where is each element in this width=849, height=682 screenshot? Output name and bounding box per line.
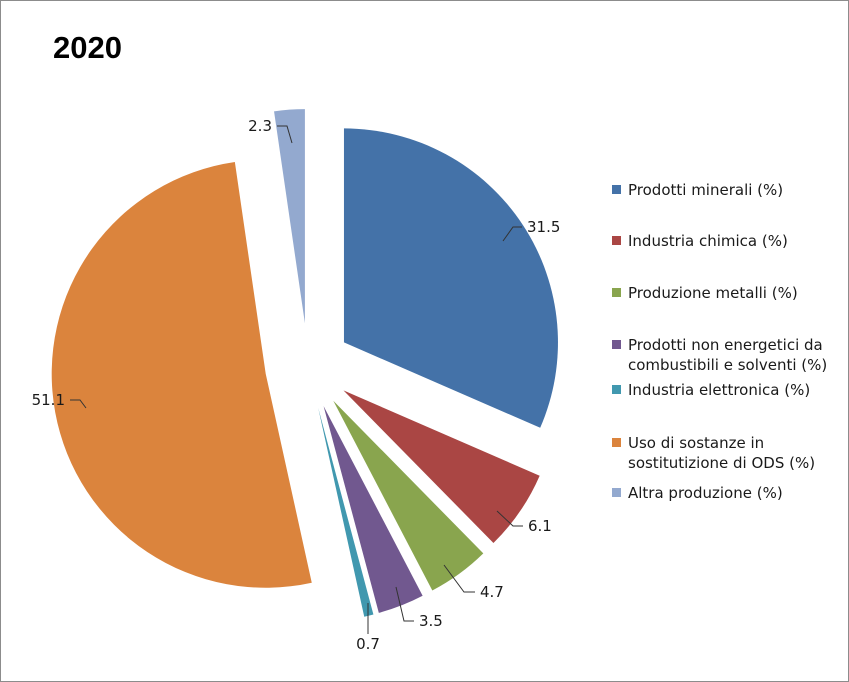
- slice-value-label: 31.5: [527, 218, 560, 236]
- leader-line: [70, 399, 87, 409]
- legend-label: Industria chimica (%): [628, 232, 788, 250]
- slice-value-label: 3.5: [419, 612, 443, 630]
- legend-swatch: [612, 288, 621, 297]
- chart-title: 2020: [53, 30, 122, 65]
- leader-line: [395, 586, 414, 622]
- pie-slice: [274, 109, 305, 324]
- value-labels: 31.5 6.1 4.7 3.5 0.7 51.1 2.3: [32, 117, 561, 653]
- pie-slice: [51, 161, 312, 588]
- legend-item: Prodotti minerali (%): [612, 180, 848, 200]
- slice-value-label: 2.3: [248, 117, 272, 135]
- legend-item: Uso di sostanze in sostitutizione di ODS…: [612, 433, 848, 473]
- legend-label: Prodotti non energetici da combustibili …: [628, 336, 828, 374]
- legend-label: Industria elettronica (%): [628, 381, 811, 399]
- pie-slice: [343, 128, 558, 428]
- slice-value-label: 0.7: [356, 635, 380, 653]
- legend-swatch: [612, 185, 621, 194]
- pie-slice: [333, 400, 484, 591]
- legend-swatch: [612, 438, 621, 447]
- legend-item: Altra produzione (%): [612, 483, 848, 503]
- legend-label: Altra produzione (%): [628, 484, 783, 502]
- pie-slice: [343, 390, 540, 543]
- legend-swatch: [612, 236, 621, 245]
- leader-line: [496, 510, 523, 527]
- legend-label: Produzione metalli (%): [628, 284, 798, 302]
- slice-value-label: 51.1: [32, 391, 65, 409]
- legend-item: Prodotti non energetici da combustibili …: [612, 335, 848, 375]
- legend-item: Produzione metalli (%): [612, 283, 848, 303]
- leader-lines: [70, 125, 523, 634]
- legend-item: Industria chimica (%): [612, 231, 848, 251]
- leader-line: [277, 125, 293, 144]
- legend-label: Prodotti minerali (%): [628, 181, 784, 199]
- leader-line: [443, 564, 475, 593]
- legend-item: Industria elettronica (%): [612, 380, 848, 400]
- pie-slices: [51, 109, 558, 617]
- legend-swatch: [612, 340, 621, 349]
- legend-swatch: [612, 488, 621, 497]
- leader-line: [502, 226, 522, 242]
- slice-value-label: 6.1: [528, 517, 552, 535]
- pie-slice: [318, 407, 374, 617]
- slice-value-label: 4.7: [480, 583, 504, 601]
- legend-label: Uso di sostanze in sostitutizione di ODS…: [628, 434, 816, 472]
- legend-swatch: [612, 385, 621, 394]
- pie-slice: [323, 406, 423, 613]
